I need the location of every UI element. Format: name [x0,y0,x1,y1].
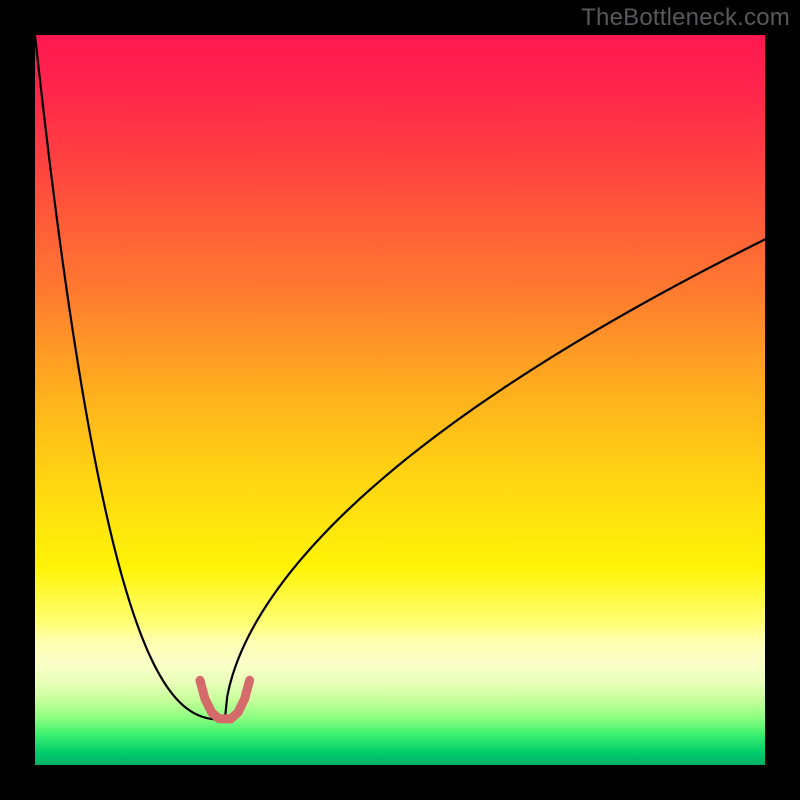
watermark-text: TheBottleneck.com [581,4,790,32]
plot-svg [35,35,765,765]
plot-area [35,35,765,765]
chart-stage: TheBottleneck.com [0,0,800,800]
plot-background [35,35,765,765]
